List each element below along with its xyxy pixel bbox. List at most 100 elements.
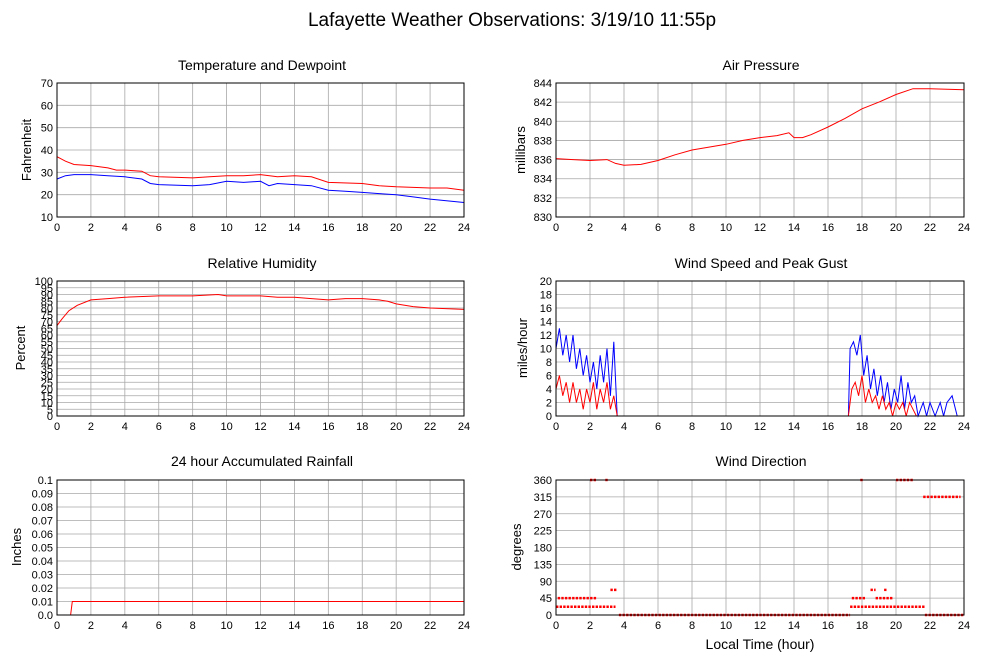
y-tick-label: 30	[41, 167, 53, 179]
x-tick-label: 2	[88, 421, 94, 433]
y-tick-label: 65	[41, 323, 53, 335]
x-tick-label: 16	[322, 620, 334, 632]
x-tick-label: 16	[822, 421, 834, 433]
x-tick-label: 18	[856, 620, 868, 632]
x-tick-label: 0	[553, 421, 559, 433]
x-tick-label: 22	[424, 421, 436, 433]
x-tick-label: 12	[754, 421, 766, 433]
x-tick-label: 12	[254, 620, 266, 632]
x-tick-label: 18	[356, 620, 368, 632]
x-tick-label: 16	[322, 222, 334, 234]
x-tick-label: 16	[822, 620, 834, 632]
y-tick-label: 35	[41, 364, 53, 376]
y-tick-label: 10	[540, 344, 552, 356]
x-tick-label: 4	[122, 222, 128, 234]
y-tick-label: 20	[41, 384, 53, 396]
x-tick-label: 14	[788, 222, 800, 234]
pressure-plot: 0 2 4 6 8 10 12 14 16 18 20 22 248308328348368388408…	[534, 78, 970, 234]
y-tick-label: 0.03	[32, 570, 53, 582]
x-tick-label: 12	[754, 222, 766, 234]
x-tick-label: 20	[390, 421, 402, 433]
x-tick-label: 14	[288, 421, 300, 433]
y-tick-label: 85	[41, 296, 53, 308]
y-tick-label: 834	[534, 174, 552, 186]
x-tick-label: 24	[958, 620, 970, 632]
x-tick-label: 22	[924, 620, 936, 632]
x-tick-label: 6	[156, 620, 162, 632]
x-tick-label: 4	[621, 620, 627, 632]
x-tick-label: 16	[822, 222, 834, 234]
y-tick-label: 135	[534, 559, 552, 571]
y-tick-label: 836	[534, 155, 552, 167]
page-title: Lafayette Weather Observations: 3/19/10 …	[308, 10, 716, 31]
y-tick-label: 90	[41, 290, 53, 302]
y-tick-label: 0.0	[38, 610, 53, 622]
plot-frame	[555, 280, 965, 417]
y-tick-label: 55	[41, 337, 53, 349]
x-tick-label: 0	[54, 421, 60, 433]
x-tick-label: 2	[587, 222, 593, 234]
y-tick-label: 225	[534, 526, 552, 538]
x-tick-label: 20	[390, 620, 402, 632]
y-tick-label: 5	[47, 404, 53, 416]
x-axis-label: Local Time (hour)	[706, 636, 815, 652]
x-tick-label: 0	[54, 620, 60, 632]
series-line	[555, 88, 965, 166]
x-tick-label: 2	[587, 421, 593, 433]
x-tick-label: 10	[220, 620, 232, 632]
x-tick-label: 4	[621, 222, 627, 234]
panel-wind-direction: Wind Direction degrees 0 2 4 6 8 10 12 14 16 18 20…	[509, 453, 970, 632]
x-tick-label: 14	[288, 222, 300, 234]
plot-frame	[555, 479, 965, 616]
x-tick-label: 22	[924, 222, 936, 234]
x-tick-label: 6	[655, 222, 661, 234]
x-tick-label: 20	[390, 222, 402, 234]
y-tick-label: 830	[534, 212, 552, 224]
y-tick-label: 45	[41, 350, 53, 362]
x-tick-label: 10	[720, 620, 732, 632]
y-tick-label: 315	[534, 492, 552, 504]
x-tick-label: 20	[890, 620, 902, 632]
x-tick-label: 18	[356, 222, 368, 234]
y-tick-label: 360	[534, 475, 552, 487]
y-axis-label: Fahrenheit	[19, 119, 34, 182]
plot-frame	[555, 82, 965, 218]
chart-title: Air Pressure	[722, 57, 799, 73]
y-tick-label: 18	[540, 290, 552, 302]
plot-frame	[56, 82, 465, 218]
y-tick-label: 60	[41, 100, 53, 112]
y-tick-label: 25	[41, 377, 53, 389]
rainfall-plot: 0 2 4 6 8 10 12 14 16 18 20 22 240.00.010.020.030.04…	[32, 475, 471, 632]
y-tick-label: 0.02	[32, 583, 53, 595]
y-tick-label: 16	[540, 303, 552, 315]
y-tick-label: 0	[47, 411, 53, 423]
chart-title: 24 hour Accumulated Rainfall	[171, 453, 353, 469]
x-tick-label: 12	[254, 421, 266, 433]
x-tick-label: 4	[621, 421, 627, 433]
series-line	[555, 328, 958, 418]
x-tick-label: 24	[958, 222, 970, 234]
plot-frame	[56, 479, 465, 616]
y-tick-label: 10	[41, 212, 53, 224]
series-line	[56, 174, 465, 203]
x-tick-label: 14	[788, 421, 800, 433]
y-tick-label: 840	[534, 116, 552, 128]
chart-title: Temperature and Dewpoint	[178, 57, 346, 73]
y-tick-label: 50	[41, 344, 53, 356]
chart-title: Wind Speed and Peak Gust	[675, 255, 848, 271]
y-tick-label: 45	[540, 593, 552, 605]
y-tick-label: 14	[540, 317, 552, 329]
x-tick-label: 2	[88, 620, 94, 632]
y-tick-label: 832	[534, 193, 552, 205]
x-tick-label: 8	[190, 620, 196, 632]
y-tick-label: 0.08	[32, 502, 53, 514]
x-tick-label: 20	[890, 222, 902, 234]
x-tick-label: 20	[890, 421, 902, 433]
y-tick-label: 8	[546, 357, 552, 369]
y-tick-label: 844	[534, 78, 552, 90]
